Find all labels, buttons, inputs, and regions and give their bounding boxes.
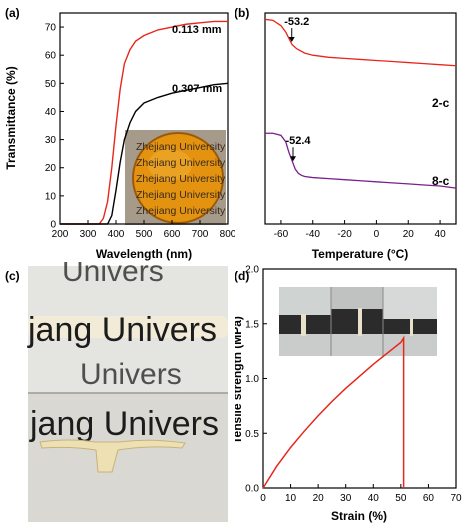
panel-b-label: (b): [235, 6, 249, 20]
photo-caption-text: Zhejiang University: [136, 141, 226, 153]
photo-text-lower: Univers: [80, 358, 182, 391]
panel-b-annotation-arrowhead: [290, 156, 297, 162]
panel-a-y-tick-label: 40: [45, 107, 57, 118]
panel-a-x-tick-label: 700: [192, 229, 209, 240]
panel-a-series-line-2: [60, 82, 229, 225]
panel-b-x-tick-label: 20: [403, 229, 415, 240]
panel-a-y-tick-label: 0: [50, 220, 56, 231]
panel-b-annotation-arrowhead: [288, 37, 295, 43]
photo-caption-text: Zhejiang University: [136, 157, 226, 169]
panel-a-x-tick-label: 200: [52, 229, 69, 240]
photo-text-middle: jang Univers: [27, 311, 217, 349]
panel-d-x-tick-label: 60: [423, 493, 435, 504]
photo-caption-text: Zhejiang University: [136, 205, 226, 217]
panel-d-y-tick-label: 2.0: [245, 265, 259, 276]
panel-d-y-axis-label: Tensile strength (MPa): [235, 316, 244, 444]
panel-d-x-tick-label: 20: [313, 493, 325, 504]
panel-b-x-axis-label: Temperature (°C): [312, 247, 409, 261]
panel-d-x-tick-label: 30: [340, 493, 352, 504]
panel-c-photo: (c) Univers jang Univers Univers jang Un…: [5, 262, 228, 522]
panel-d-stress-strain-line: [262, 335, 405, 489]
panel-b-annotation-label: -53.2: [284, 16, 309, 28]
panel-a-y-tick-label: 30: [45, 135, 57, 146]
photo-caption-text: Zhejiang University: [136, 189, 226, 201]
panel-a-x-tick-label: 300: [80, 229, 97, 240]
panel-d-y-tick-label: 0.5: [245, 429, 259, 440]
panel-a-x-tick-label: 500: [136, 229, 153, 240]
panel-b-x-tick-label: 0: [374, 229, 380, 240]
panel-b-series1-label: 2-c: [432, 96, 450, 110]
stretched-film-sample: [39, 439, 186, 473]
panel-a-y-tick-label: 20: [45, 163, 57, 174]
panel-d-x-tick-label: 40: [368, 493, 380, 504]
panel-b-x-tick-label: 40: [435, 229, 447, 240]
panel-a-x-tick-label: 800: [220, 229, 235, 240]
panel-b-annotation-label: -52.4: [285, 135, 311, 147]
photo-caption-text: Zhejiang University: [136, 173, 226, 185]
photo-text-bottom-section: jang Univers: [29, 405, 219, 443]
clear-film-strip: [28, 316, 228, 338]
photo-text-top: Univers: [62, 262, 164, 288]
panel-b-x-tick-label: -20: [337, 229, 352, 240]
panel-b-x-tick-label: -40: [306, 229, 321, 240]
panel-d-x-tick-label: 10: [285, 493, 297, 504]
panel-a-x-tick-label: 400: [108, 229, 125, 240]
panel-b-series-line-2: [265, 132, 457, 189]
panel-d-x-tick-label: 50: [395, 493, 407, 504]
panel-a-series1-label: 0.113 mm: [172, 24, 222, 36]
panel-b-frame: [264, 12, 457, 225]
panel-d-y-tick-label: 0.0: [245, 484, 259, 495]
panel-a-chart: (a) Zhejiang University Zhejiang Universi…: [4, 6, 235, 261]
panel-b-x-tick-label: -60: [274, 229, 289, 240]
panel-a-series-line-1: [60, 20, 228, 225]
panel-d-y-tick-label: 1.0: [245, 374, 259, 385]
panel-d-chart: (d) 0 10 20 30 40 50 60 70 0.0 0.5 1.0 1.5 2.0 Strai…: [235, 265, 462, 524]
panel-d-label: (d): [235, 269, 249, 283]
panel-a-label: (a): [5, 6, 20, 20]
panel-c-label: (c): [5, 269, 20, 283]
panel-d-x-axis-label: Strain (%): [331, 509, 387, 523]
panel-d-y-tick-label: 1.5: [245, 319, 259, 330]
panel-a-series2-label: 0.307 mm: [172, 83, 222, 95]
amber-film-photo: [125, 130, 226, 225]
panel-a-y-tick-label: 10: [45, 191, 57, 202]
panel-a-y-tick-label: 70: [45, 23, 57, 34]
panel-d-x-tick-label: 0: [260, 493, 266, 504]
panel-d-x-tick-label: 70: [450, 493, 462, 504]
panel-a-y-tick-label: 60: [45, 51, 57, 62]
panel-b-chart: (b) -60 -40 -20 0 20 40 -53.2 -52.4 2-c 8-c Te…: [235, 6, 457, 261]
panel-a-y-axis-label: Transmittance (%): [4, 66, 18, 169]
panel-a-y-tick-label: 50: [45, 79, 57, 90]
tensile-test-photos: [279, 287, 437, 356]
panel-a-x-tick-label: 600: [164, 229, 181, 240]
panel-b-series-line-1: [264, 18, 457, 67]
panel-b-series2-label: 8-c: [432, 174, 450, 188]
panel-a-x-axis-label: Wavelength (nm): [96, 247, 192, 261]
